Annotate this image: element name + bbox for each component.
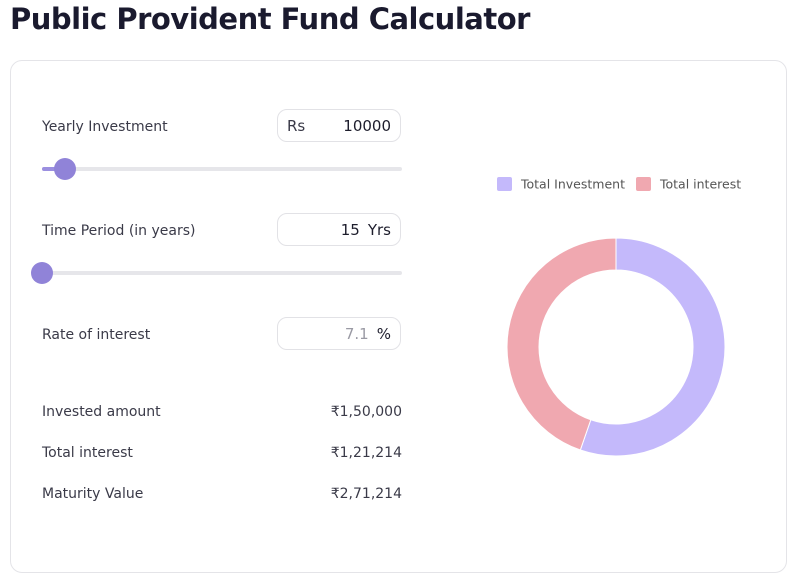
slider-thumb[interactable]	[31, 262, 53, 284]
amount-input[interactable]: Rs 10000	[277, 109, 401, 142]
input-suffix: Yrs	[367, 220, 391, 239]
slider-thumb[interactable]	[54, 158, 76, 180]
page-title: Public Provident Fund Calculator	[10, 2, 530, 36]
input-value: 10000	[343, 116, 391, 135]
input-label: Time Period (in years)	[42, 223, 196, 239]
input-suffix: %	[376, 324, 391, 343]
input-value: 15	[340, 220, 360, 239]
rate-input[interactable]: 7.1 %	[277, 317, 401, 350]
summary-label: Invested amount	[42, 404, 161, 420]
summary-value: ₹1,50,000	[330, 404, 402, 420]
slider[interactable]	[42, 158, 402, 180]
input-label: Yearly Investment	[42, 119, 168, 135]
input-prefix: Rs	[287, 116, 306, 135]
summary-label: Maturity Value	[42, 486, 144, 502]
input-value: 7.1	[344, 324, 369, 343]
years-input[interactable]: 15 Yrs	[277, 213, 401, 246]
summary-value: ₹1,21,214	[330, 445, 402, 461]
slider-fill	[42, 167, 65, 171]
summary-value: ₹2,71,214	[330, 486, 402, 502]
slider[interactable]	[31, 262, 402, 284]
calculator-card	[10, 60, 787, 573]
summary-label: Total interest	[42, 445, 133, 461]
input-label: Rate of interest	[42, 327, 151, 343]
